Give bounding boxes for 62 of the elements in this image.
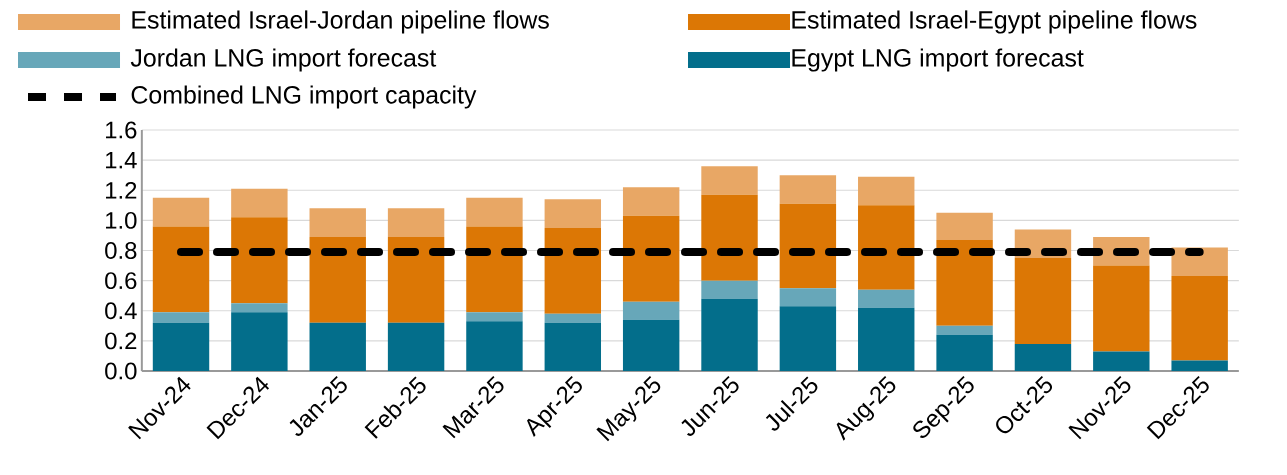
bar — [387, 236, 445, 323]
bar — [779, 203, 837, 289]
bar — [466, 312, 523, 322]
y-tick-label: 1.6 — [106, 121, 137, 139]
bar — [936, 325, 993, 335]
bar — [701, 194, 758, 281]
bar — [1171, 247, 1228, 277]
bar — [544, 313, 602, 323]
bar — [387, 322, 445, 371]
bar — [387, 208, 445, 237]
y-tick-label: 0.2 — [105, 332, 137, 350]
bar — [779, 175, 837, 204]
bar — [544, 322, 602, 371]
bar — [1093, 265, 1150, 352]
legend-label: Jordan LNG import forecast — [130, 48, 437, 72]
y-tick-label: 0.6 — [105, 272, 137, 290]
bar — [779, 306, 837, 371]
legend-label: Estimated Israel-Jordan pipeline flows — [132, 10, 549, 34]
bar — [622, 187, 680, 216]
bar — [152, 226, 210, 313]
bar — [231, 312, 288, 371]
bar — [622, 215, 680, 302]
y-tick-label: 1.2 — [106, 181, 137, 199]
y-tick-label: 0.8 — [105, 242, 137, 259]
bar — [858, 176, 915, 206]
y-tick-label: 1.0 — [106, 211, 137, 229]
bar — [779, 288, 837, 307]
bar — [858, 205, 915, 290]
bar — [936, 334, 993, 371]
bar — [231, 303, 288, 313]
legend-label: Estimated Israel-Egypt pipeline flows — [792, 10, 1197, 34]
bar — [544, 199, 602, 228]
bar — [152, 322, 210, 371]
bar — [622, 319, 680, 371]
bar — [466, 226, 523, 313]
bar — [858, 289, 915, 308]
bar — [701, 166, 758, 195]
y-tick-label: 0.4 — [105, 302, 137, 320]
bar — [936, 239, 993, 326]
bar — [152, 312, 210, 323]
bar — [231, 188, 288, 218]
bar — [936, 212, 993, 240]
bar — [622, 301, 680, 320]
bar — [309, 322, 366, 371]
bar — [466, 197, 523, 227]
bar — [701, 280, 758, 299]
bar — [1171, 276, 1228, 361]
legend-label: Combined LNG import capacity — [131, 85, 477, 109]
bar — [701, 298, 758, 371]
bar — [152, 197, 210, 227]
bar — [1014, 258, 1072, 344]
bar — [1171, 360, 1228, 371]
bar — [1014, 343, 1072, 371]
bar — [309, 208, 366, 237]
legend-label: Egypt LNG import forecast — [792, 48, 1084, 72]
bar — [309, 236, 366, 323]
bar — [466, 321, 523, 371]
bar — [544, 227, 602, 314]
bar — [1093, 351, 1150, 371]
bar — [231, 217, 288, 304]
bar — [858, 307, 915, 371]
y-tick-label: 1.4 — [106, 151, 137, 169]
